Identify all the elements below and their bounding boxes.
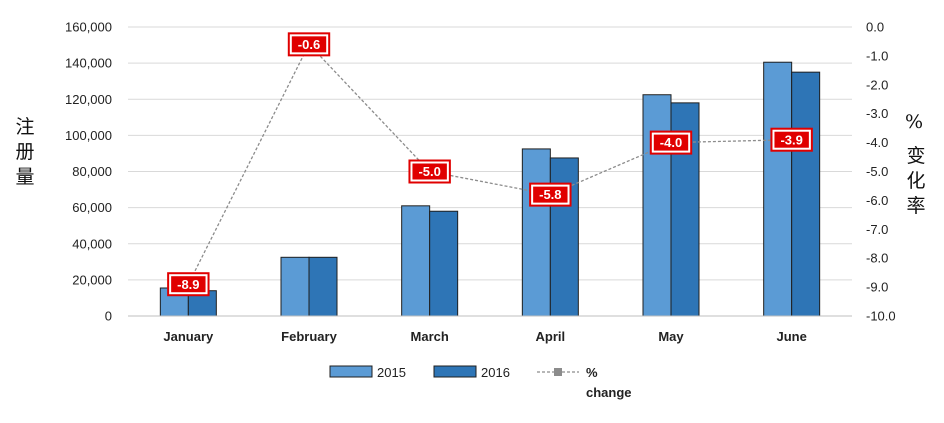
- y-tick-label: 120,000: [65, 92, 112, 107]
- percent-change-line: [187, 43, 792, 285]
- data-label-fill: [533, 186, 568, 203]
- y2-tick-label: -3.0: [866, 106, 888, 121]
- y2-axis-title-char: 化: [906, 170, 925, 192]
- legend-label-percent-change: %: [586, 365, 598, 380]
- legend-label-2016: 2016: [481, 365, 510, 380]
- y-tick-label: 80,000: [72, 164, 112, 179]
- legend-swatch-2015: [329, 365, 373, 378]
- x-tick-label: January: [163, 329, 214, 344]
- bar-2016: [549, 157, 579, 317]
- data-label: -4.0: [660, 135, 682, 150]
- y2-tick-label: -10.0: [866, 309, 896, 324]
- x-tick-label: April: [536, 329, 566, 344]
- bar-2015: [642, 94, 672, 317]
- y2-tick-label: -2.0: [866, 77, 888, 92]
- bar-2016: [308, 256, 338, 317]
- y-tick-label: 60,000: [72, 200, 112, 215]
- x-tick-label: February: [281, 329, 337, 344]
- y-tick-label: 160,000: [65, 20, 112, 35]
- data-label-fill: [653, 134, 689, 151]
- data-label-fill: [171, 276, 206, 293]
- legend: 2015 2016 % change: [329, 365, 632, 400]
- legend-label-2015: 2015: [377, 365, 406, 380]
- legend-marker-percent-change: [554, 368, 562, 376]
- x-tick-label: March: [411, 329, 449, 344]
- y2-tick-label: -1.0: [866, 48, 888, 63]
- y2-axis-title-symbol: %: [905, 111, 923, 133]
- x-tick-label: May: [658, 329, 684, 344]
- y2-tick-label: -5.0: [866, 164, 888, 179]
- data-label-fill: [412, 163, 447, 180]
- y-tick-label: 20,000: [72, 272, 112, 287]
- y2-tick-label: -9.0: [866, 280, 888, 295]
- y-axis-title-char: 册: [15, 141, 34, 163]
- y-tick-label: 0: [105, 309, 112, 324]
- y2-tick-label: -6.0: [866, 193, 888, 208]
- y-axis-title-char: 量: [15, 166, 34, 188]
- y-tick-label: 100,000: [65, 128, 112, 143]
- percent-change-series-line: [187, 43, 792, 285]
- data-label-fill: [774, 131, 809, 148]
- data-label: -3.9: [780, 132, 802, 147]
- bar-2016: [791, 71, 821, 317]
- data-label: -5.0: [418, 164, 440, 179]
- y2-tick-label: -8.0: [866, 251, 888, 266]
- data-label: -8.9: [177, 277, 199, 292]
- axes: 0 20,000 40,000 60,000 80,000 100,000 120,000 1…: [65, 20, 896, 345]
- bar-2015: [401, 205, 431, 317]
- y2-tick-label: -7.0: [866, 222, 888, 237]
- data-label-fill: [291, 36, 327, 53]
- x-tick-label: June: [776, 329, 806, 344]
- legend-label-percent-change-line2: change: [586, 385, 632, 400]
- data-label: -5.8: [539, 187, 561, 202]
- legend-swatch-2016: [433, 365, 477, 378]
- y-tick-label: 140,000: [65, 56, 112, 71]
- y2-tick-label: 0.0: [866, 20, 884, 35]
- gridlines: [128, 26, 852, 281]
- y-axis-title-char: 注: [15, 116, 34, 138]
- y2-axis-title-char: 变: [906, 145, 925, 167]
- bars: [159, 61, 821, 317]
- bar-2015: [280, 256, 310, 317]
- y2-tick-label: -4.0: [866, 135, 888, 150]
- y-tick-label: 40,000: [72, 236, 112, 251]
- data-labels: -8.9 -0.6 -5.0 -5.8 -4.0 -3.9: [167, 32, 813, 297]
- bar-2016: [429, 210, 459, 317]
- bar-2015: [763, 61, 793, 317]
- bar-2015: [521, 148, 551, 317]
- data-label: -0.6: [298, 37, 320, 52]
- y2-axis-title-char: 率: [906, 195, 925, 217]
